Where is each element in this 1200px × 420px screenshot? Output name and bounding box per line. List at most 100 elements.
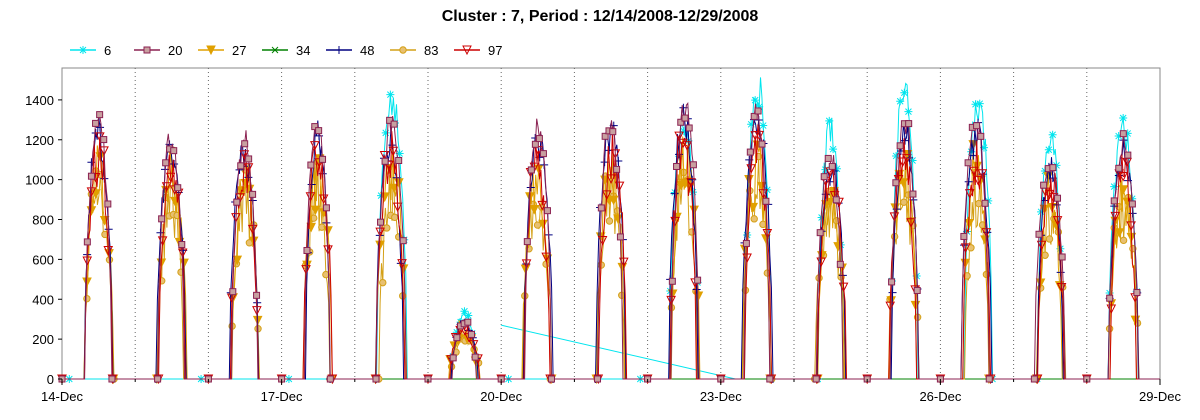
series-27	[57, 136, 1160, 385]
data-point	[535, 135, 543, 143]
data-point	[677, 118, 685, 126]
data-point	[685, 124, 693, 132]
data-point	[527, 166, 535, 174]
data-point	[174, 184, 182, 192]
series-83	[58, 151, 1160, 383]
data-point	[1054, 194, 1062, 202]
data-point	[547, 375, 555, 383]
data-point	[1044, 189, 1055, 200]
data-point	[467, 330, 475, 338]
data-point	[969, 166, 979, 177]
data-point	[750, 112, 758, 120]
data-point	[896, 97, 905, 106]
legend-marker	[399, 46, 407, 54]
y-tick-label: 1000	[25, 173, 54, 188]
data-point	[390, 120, 398, 128]
data-point	[526, 183, 535, 192]
data-point	[816, 229, 824, 237]
series-line-97	[62, 124, 1160, 380]
legend-item-83: 83	[390, 43, 438, 58]
data-point	[742, 253, 752, 264]
data-point	[311, 123, 319, 131]
data-point	[885, 301, 896, 312]
data-point	[682, 141, 692, 151]
data-point	[829, 145, 838, 154]
y-tick-label: 1400	[25, 93, 54, 108]
data-point	[900, 198, 908, 206]
data-point	[981, 199, 989, 207]
data-point	[395, 149, 404, 158]
data-point	[315, 127, 323, 135]
data-point	[303, 246, 311, 254]
data-point	[898, 178, 909, 188]
y-tick-label: 600	[32, 252, 54, 267]
data-point	[96, 111, 104, 119]
data-point	[529, 205, 540, 215]
data-point	[533, 221, 542, 229]
data-point	[392, 202, 403, 213]
data-point	[609, 128, 617, 136]
data-point	[471, 353, 479, 361]
legend-label: 34	[296, 43, 310, 58]
data-point	[689, 205, 699, 216]
data-point	[103, 246, 114, 256]
data-point	[523, 238, 531, 246]
data-point	[964, 159, 972, 167]
data-point	[1044, 145, 1053, 154]
data-point	[673, 162, 681, 170]
data-point	[1058, 253, 1066, 261]
data-point	[971, 100, 980, 109]
legend-item-97: 97	[454, 43, 502, 58]
legend-label: 48	[360, 43, 374, 58]
data-point	[1040, 181, 1048, 189]
data-point	[666, 295, 676, 306]
data-point	[974, 199, 983, 208]
legend-marker	[79, 46, 87, 54]
data-point	[379, 192, 390, 202]
data-point	[449, 354, 457, 362]
data-point	[688, 228, 696, 236]
data-point	[670, 189, 679, 198]
legend-item-6: 6	[70, 43, 111, 58]
data-point	[96, 123, 105, 132]
data-point	[750, 215, 758, 223]
data-point	[249, 190, 257, 198]
data-point	[832, 196, 840, 204]
data-point	[104, 200, 112, 208]
data-point	[825, 197, 835, 208]
data-point	[1036, 240, 1047, 251]
data-point	[1035, 230, 1043, 238]
data-point	[973, 175, 983, 186]
series-layer	[57, 77, 1160, 385]
data-point	[888, 288, 897, 297]
data-point	[832, 164, 841, 173]
data-point	[1133, 289, 1141, 297]
data-point	[594, 375, 602, 383]
data-point	[1119, 130, 1127, 138]
data-point	[608, 195, 619, 206]
data-point	[742, 239, 750, 247]
data-point	[386, 116, 394, 124]
data-point	[1048, 130, 1057, 139]
data-point	[464, 311, 473, 320]
data-point	[1123, 129, 1132, 138]
data-point	[908, 156, 917, 165]
data-point	[692, 285, 701, 294]
data-point	[892, 179, 900, 187]
data-point	[83, 238, 91, 246]
data-point	[253, 291, 261, 299]
legend-item-34: 34	[262, 43, 310, 58]
data-point	[178, 241, 186, 249]
data-point	[964, 189, 975, 199]
data-point	[977, 132, 985, 140]
data-point	[237, 162, 245, 170]
legend-item-27: 27	[198, 43, 246, 58]
x-tick-label: 29-Dec	[1139, 389, 1181, 404]
data-point	[322, 204, 330, 212]
x-tick-label: 23-Dec	[700, 389, 742, 404]
data-point	[381, 157, 389, 165]
data-point	[87, 158, 96, 167]
data-point	[100, 136, 108, 144]
data-point	[674, 131, 684, 142]
